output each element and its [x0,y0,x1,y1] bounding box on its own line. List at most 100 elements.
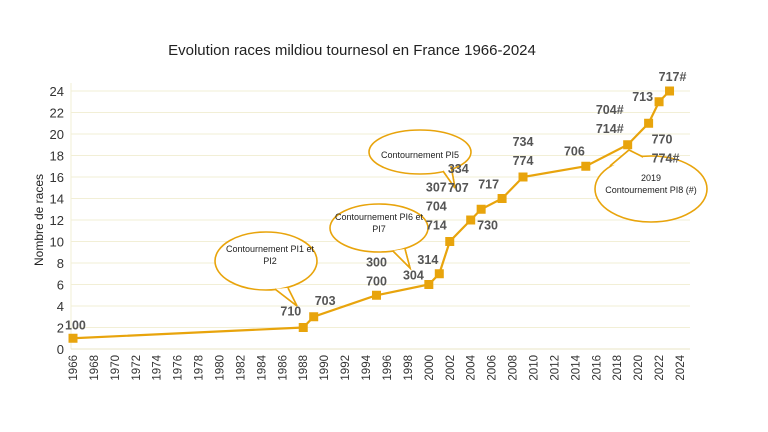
x-tick-label: 1984 [256,354,268,380]
callout-ellipse [594,155,708,223]
point-label-text: 707 [448,181,469,195]
y-tick-label: 14 [50,192,64,207]
point-label-text: 730 [477,218,498,232]
point-label-text: 717# [659,70,687,84]
x-tick-label: 2006 [487,355,499,381]
y-tick-label: 18 [50,149,64,164]
point-label: 307 704 714 [426,181,447,233]
y-tick-label: 6 [57,278,64,293]
x-tick-label: 1966 [68,355,80,381]
data-point-marker [424,280,434,289]
chart-title: Evolution races mildiou tournesol en Fra… [168,42,536,59]
callout-ellipse [368,129,472,175]
point-label: 314 [417,253,438,267]
callout-tail-fill [610,150,643,166]
x-tick-label: 1974 [152,354,164,380]
callout-tail-edge [609,149,644,167]
data-point-marker [581,161,591,171]
point-label-text: 304 [403,269,424,283]
data-point-marker [497,194,507,203]
y-axis-label: Nombre de races [32,174,46,266]
point-label: 717# [659,70,687,84]
callout-text: PI7 [372,224,386,234]
x-tick-label: 1996 [382,355,394,381]
point-label: 100 [65,318,86,332]
y-tick-label: 20 [50,127,64,142]
x-axis-ticks: 1966 1968 1970 1972 1974 1976 1978 1980 1982 1984… [68,354,687,380]
data-point-marker [68,333,78,343]
y-tick-label: 24 [50,84,64,99]
point-label-text: 706 [564,144,585,158]
callout-text: Contournement PI5 [381,150,459,160]
data-point-marker [434,269,444,279]
x-tick-label: 1986 [277,355,289,381]
x-tick-label: 2004 [466,354,478,380]
x-tick-label: 2018 [612,355,624,381]
x-tick-label: 1992 [340,355,352,381]
x-tick-label: 2024 [675,354,687,380]
callout-ellipse [214,231,318,291]
point-label: 703 [315,294,336,308]
point-label-text: 717 [478,178,499,192]
y-tick-label: 2 [57,321,64,336]
point-label-text: 734 [513,135,534,149]
data-point-marker [372,290,381,300]
series-line [72,90,671,340]
point-label: 704# 714# [596,103,624,136]
point-label-text: 714# [596,122,624,136]
x-tick-label: 2008 [508,355,520,381]
x-tick-label: 1976 [173,355,185,381]
callout-ellipse [329,203,429,253]
y-tick-label: 10 [50,235,64,250]
callout-text: PI2 [263,256,277,266]
x-tick-label: 1998 [403,355,415,381]
point-label-text: 700 [366,274,387,288]
y-tick-label: 12 [50,213,64,228]
annotation-bubbles: Contournement PI1 et PI2 Contournement PI6… [214,129,708,307]
point-label-text: 770 [652,132,673,146]
point-label-text: 307 [426,181,447,195]
x-tick-label: 1978 [194,355,206,381]
point-label-text: 714 [426,219,447,233]
data-point-marker [665,86,675,96]
x-tick-label: 2002 [445,355,457,381]
data-point-marker [445,237,455,246]
data-point-marker [476,204,486,214]
x-tick-label: 1970 [110,355,122,381]
data-point-marker [623,140,633,150]
data-point-marker [466,215,476,225]
x-tick-label: 2012 [549,355,561,381]
y-tick-label: 4 [57,299,64,314]
point-label: 717 [478,178,499,192]
point-label: 713 [632,90,653,104]
x-tick-label: 2010 [528,355,540,381]
point-label: 710 [280,305,301,319]
point-label-text: 774# [652,151,680,165]
callout-bubble: Contournement PI5 [368,129,472,189]
callout-text: 2019 [641,173,661,183]
point-label-text: 710 [280,305,301,319]
point-label-text: 703 [315,294,336,308]
point-label: 730 [477,218,498,232]
data-point-marker [654,97,664,107]
callout-bubble: 2019 Contournement PI8 (#) [594,149,708,223]
x-tick-label: 1968 [89,355,101,381]
point-label-text: 314 [417,253,438,267]
point-label-text: 704 [426,200,447,214]
point-label-text: 774 [513,154,534,168]
y-tick-label: 0 [57,342,64,357]
callout-bubble: Contournement PI6 et PI7 [329,203,429,271]
point-label-text: 334 [448,162,469,176]
x-tick-label: 1994 [361,354,373,380]
point-label-text: 713 [632,90,653,104]
y-tick-label: 22 [50,106,64,121]
x-tick-label: 2022 [654,355,666,381]
point-label: 706 [564,144,585,158]
x-tick-label: 1990 [319,355,331,381]
point-label-text: 100 [65,318,86,332]
y-tick-label: 8 [57,256,64,271]
